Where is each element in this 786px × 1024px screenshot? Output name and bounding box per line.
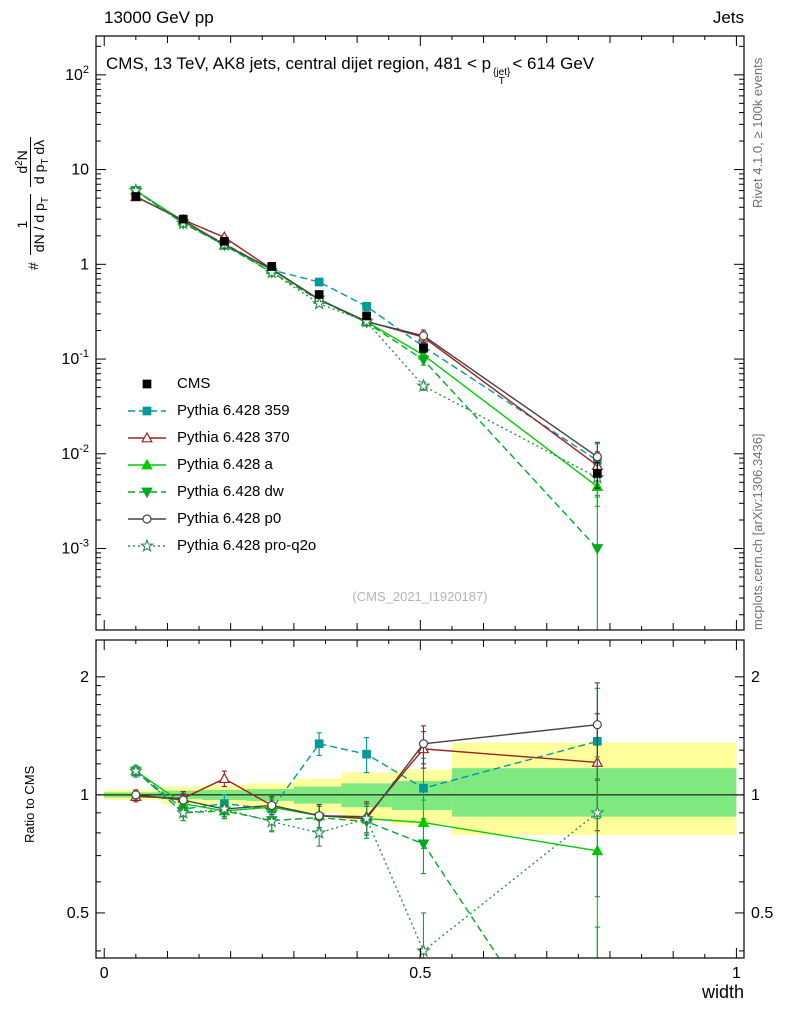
beam-info: 13000 GeV pp	[104, 8, 214, 27]
x-tick-label: 1	[732, 965, 741, 982]
legend-marker-sample	[128, 458, 166, 469]
main-y-tick-label: 10	[71, 162, 89, 179]
legend-item: CMS	[126, 370, 316, 397]
ratio-y-tick-label-right: 2	[751, 669, 760, 686]
legend-label: Pythia 6.428 pro-q2o	[177, 537, 317, 554]
legend-item: Pythia 6.428 dw	[126, 478, 316, 505]
title-subscript: T	[498, 76, 505, 87]
legend-item: Pythia 6.428 359	[126, 397, 316, 424]
axis-ticks	[96, 36, 744, 958]
legend-marker-sample	[142, 379, 152, 388]
main-series	[128, 182, 605, 630]
pt-jet-symbol: {jet} T	[493, 67, 511, 87]
legend-item: Pythia 6.428 370	[126, 424, 316, 451]
legend-item: Pythia 6.428 a	[126, 451, 316, 478]
uncertainty-bands	[104, 742, 737, 836]
legend-label: CMS	[177, 375, 211, 392]
ratio-y-tick-label: 0.5	[67, 905, 89, 922]
analysis-group: Jets	[712, 8, 744, 27]
plot-title: CMS, 13 TeV, AK8 jets, central dijet reg…	[106, 54, 778, 87]
main-y-tick-label: 10-1	[61, 348, 89, 368]
ratio-series	[128, 682, 605, 958]
legend-label: Pythia 6.428 370	[177, 429, 290, 446]
ratio-axis-label: Ratio to CMS	[22, 765, 37, 843]
ratio-y-tick-label: 2	[80, 669, 89, 686]
legend-label: Pythia 6.428 p0	[177, 510, 282, 527]
title-text-end: < 614 GeV	[512, 54, 595, 73]
x-axis-label: width	[701, 982, 744, 1002]
x-tick-label: 0.5	[409, 965, 431, 982]
main-y-tick-label: 10-2	[61, 443, 89, 463]
green-band-bin	[451, 768, 737, 817]
legend-item: Pythia 6.428 p0	[126, 505, 316, 532]
ratio-y-tick-label-right: 0.5	[751, 905, 773, 922]
ylabel-hash: #	[24, 262, 41, 270]
legend-item: Pythia 6.428 pro-q2o	[126, 532, 316, 559]
ratio-y-tick-label: 1	[80, 787, 89, 804]
main-y-tick-label: 102	[65, 64, 89, 84]
title-text: CMS, 13 TeV, AK8 jets, central dijet reg…	[106, 54, 492, 73]
ratio-panel-frame	[95, 639, 745, 959]
legend-marker-sample	[128, 406, 166, 415]
legend-label: Pythia 6.428 a	[177, 456, 273, 473]
tick-labels: 102 10 1 10-1 10-2 10-3 2 2 1 1 0.5 0.5 0 0.5 1	[61, 64, 773, 982]
rivet-version-note: Rivet 4.1.0, ≥ 100k events	[750, 57, 765, 208]
ylabel-fraction-1: 1 dN / d pT	[14, 194, 51, 256]
legend-label: Pythia 6.428 dw	[177, 483, 284, 500]
legend: CMS Pythia 6.428 359 Pythia 6.428 370 Pythi…	[126, 370, 316, 559]
legend-marker-sample	[128, 487, 166, 498]
legend-label: Pythia 6.428 359	[177, 402, 290, 419]
legend-marker-sample	[128, 431, 166, 442]
main-panel-frame	[95, 35, 745, 631]
analysis-id-watermark: (CMS_2021_I1920187)	[352, 589, 488, 604]
ylabel-fraction-2: d2N d pT dλ	[14, 136, 51, 188]
legend-marker-sample	[128, 513, 166, 524]
mcplots-reference-note: mcplots.cern.ch [arXiv:1306.3436]	[750, 433, 765, 630]
main-y-tick-label: 10-3	[61, 538, 89, 558]
title-superscript: {jet}	[493, 67, 511, 78]
main-y-tick-label: 1	[80, 256, 89, 273]
legend-marker-sample	[128, 537, 166, 552]
y-axis-label: # 1 dN / d pT d2N d pT dλ	[14, 136, 51, 270]
ratio-y-tick-label-right: 1	[751, 787, 760, 804]
x-tick-label: 0	[100, 965, 109, 982]
